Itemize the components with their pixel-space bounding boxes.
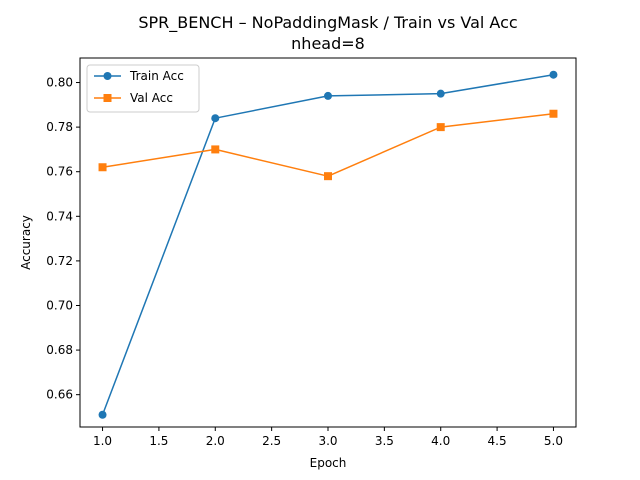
x-tick-label: 4.5 — [488, 434, 507, 448]
x-tick-label: 1.5 — [149, 434, 168, 448]
train-acc-point — [324, 91, 332, 100]
x-tick-label: 5.0 — [544, 434, 563, 448]
train-acc-point — [436, 89, 445, 98]
x-tick-label: 3.0 — [318, 434, 337, 448]
x-tick-label: 2.5 — [262, 434, 281, 448]
y-tick-label: 0.80 — [46, 76, 73, 90]
x-axis-label: Epoch — [310, 456, 347, 470]
legend-train-acc-marker — [103, 72, 112, 80]
y-tick-label: 0.72 — [46, 254, 73, 268]
legend-val-acc-label: Val Acc — [130, 91, 173, 105]
plot-series — [98, 70, 558, 419]
axis-ticks: 1.0 1.5 2.0 2.5 3.0 3.5 4.0 4.5 5.0 0.66 0.68 0.70 0… — [46, 76, 563, 448]
legend-val-acc-marker — [103, 94, 112, 102]
x-tick-label: 1.0 — [93, 434, 112, 448]
y-tick-label: 0.74 — [46, 209, 73, 223]
train-acc-point — [98, 410, 107, 419]
x-tick-label: 4.0 — [431, 434, 450, 448]
y-tick-label: 0.68 — [46, 343, 73, 357]
x-tick-label: 2.0 — [206, 434, 225, 448]
legend-train-acc-label: Train Acc — [129, 69, 184, 83]
y-tick-label: 0.70 — [46, 298, 73, 312]
y-tick-label: 0.66 — [46, 388, 73, 402]
val-acc-point — [436, 123, 445, 132]
val-acc-point — [324, 172, 332, 181]
chart-title: SPR_BENCH – NoPaddingMask / Train vs Val… — [138, 13, 517, 33]
train-acc-point — [549, 70, 558, 79]
legend-items: Train Acc Val Acc — [94, 69, 184, 105]
val-acc-point — [98, 163, 107, 172]
x-tick-label: 3.5 — [375, 434, 394, 448]
y-tick-label: 0.78 — [46, 120, 73, 134]
y-axis-label: Accuracy — [19, 215, 33, 270]
chart-subtitle: nhead=8 — [291, 34, 365, 53]
legend: Train Acc Val Acc — [86, 64, 200, 113]
val-acc-point — [211, 145, 220, 154]
train-acc-point — [211, 114, 220, 123]
y-tick-label: 0.76 — [46, 165, 73, 179]
val-acc-point — [549, 109, 558, 118]
plot-area-frame — [79, 57, 577, 428]
